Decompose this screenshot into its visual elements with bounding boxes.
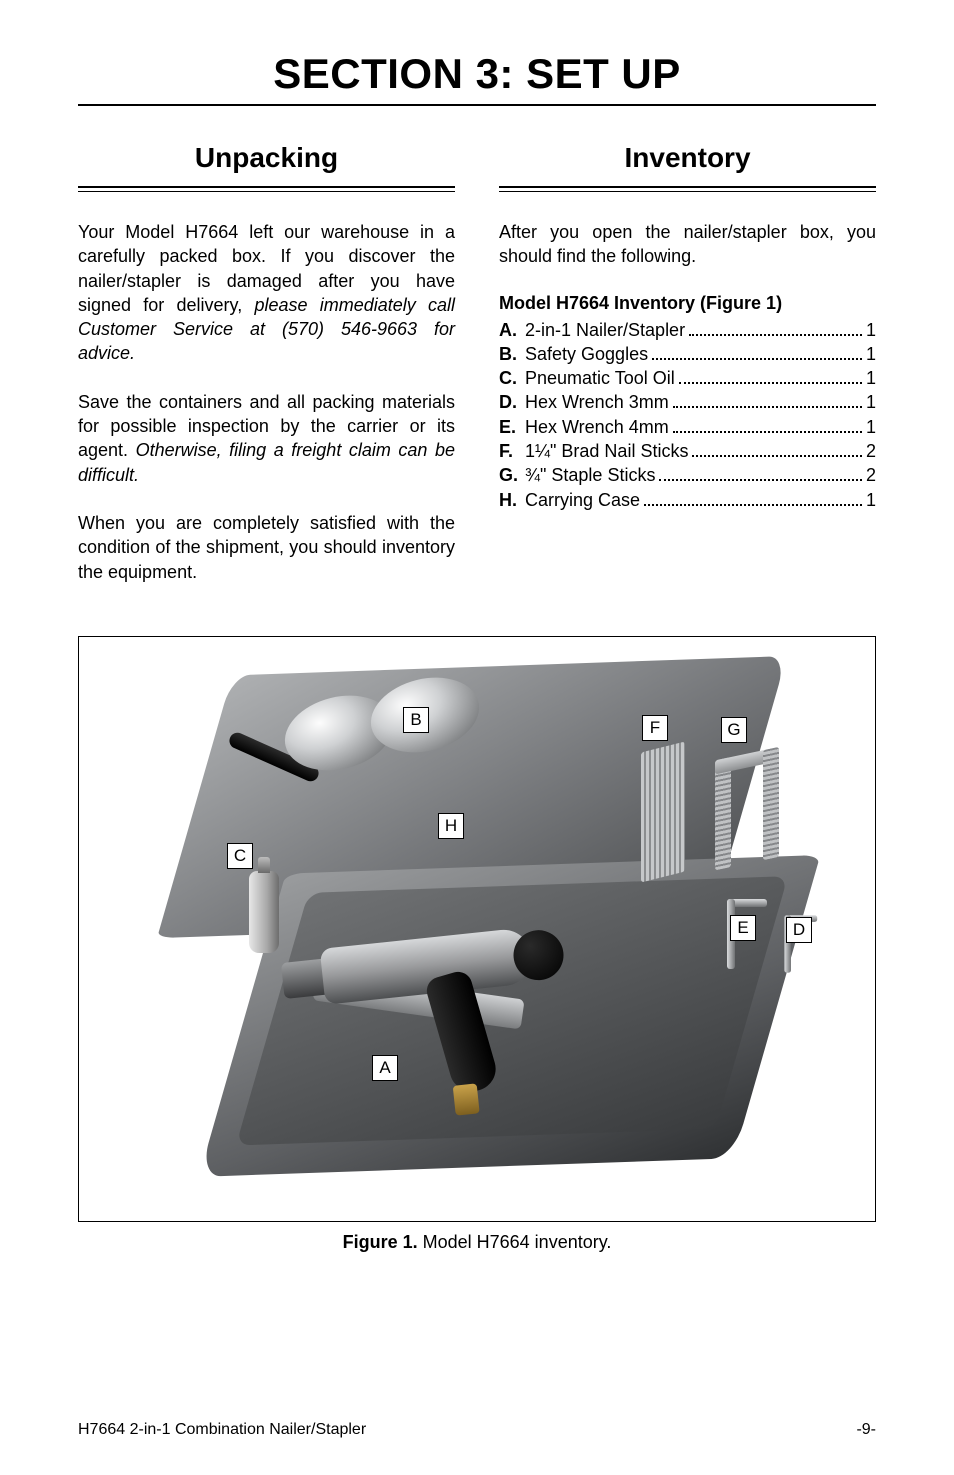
inventory-intro: After you open the nailer/stapler box, y… — [499, 220, 876, 269]
item-letter: C. — [499, 366, 525, 390]
list-item: C. Pneumatic Tool Oil 1 — [499, 366, 876, 390]
list-item: F. 1¼" Brad Nail Sticks 2 — [499, 439, 876, 463]
item-label: 1¼" Brad Nail Sticks — [525, 439, 688, 463]
item-label: Pneumatic Tool Oil — [525, 366, 675, 390]
item-letter: A. — [499, 318, 525, 342]
column-left: Unpacking Your Model H7664 left our ware… — [78, 142, 455, 608]
item-label: 2-in-1 Nailer/Stapler — [525, 318, 685, 342]
footer-left: H7664 2-in-1 Combination Nailer/Stapler — [78, 1421, 366, 1439]
item-qty: 2 — [866, 463, 876, 487]
callout-f: F — [642, 715, 668, 741]
list-item: G. ¾" Staple Sticks 2 — [499, 463, 876, 487]
item-letter: D. — [499, 390, 525, 414]
unpacking-para-1: Your Model H7664 left our warehouse in a… — [78, 220, 455, 366]
item-qty: 1 — [866, 342, 876, 366]
inventory-list: A. 2-in-1 Nailer/Stapler 1 B. Safety Gog… — [499, 318, 876, 512]
item-label: ¾" Staple Sticks — [525, 463, 655, 487]
list-item: B. Safety Goggles 1 — [499, 342, 876, 366]
figure-1-box: B F G H C E D A — [78, 636, 876, 1222]
item-letter: E. — [499, 415, 525, 439]
callout-h: H — [438, 813, 464, 839]
item-letter: H. — [499, 488, 525, 512]
list-item: H. Carrying Case 1 — [499, 488, 876, 512]
item-letter: B. — [499, 342, 525, 366]
unpacking-heading-rules — [78, 186, 455, 192]
item-qty: 2 — [866, 439, 876, 463]
callout-d: D — [786, 917, 812, 943]
oil-bottle-illustration — [249, 871, 279, 953]
list-item: A. 2-in-1 Nailer/Stapler 1 — [499, 318, 876, 342]
rule-thick — [78, 186, 455, 188]
unpacking-para-2: Save the containers and all packing mate… — [78, 390, 455, 487]
brad-nails-illustration — [641, 741, 685, 882]
rule-thin — [499, 191, 876, 192]
page-title: SECTION 3: SET UP — [78, 50, 876, 98]
leader-dots — [679, 382, 862, 384]
item-qty: 1 — [866, 488, 876, 512]
inventory-heading: Inventory — [499, 142, 876, 174]
callout-c: C — [227, 843, 253, 869]
unpacking-para-3: When you are completely satisfied with t… — [78, 511, 455, 584]
two-column-layout: Unpacking Your Model H7664 left our ware… — [78, 142, 876, 608]
leader-dots — [673, 431, 862, 433]
item-qty: 1 — [866, 415, 876, 439]
nailer-illustration — [280, 922, 598, 1142]
leader-dots — [689, 334, 862, 336]
item-label: Hex Wrench 3mm — [525, 390, 669, 414]
rule-thin — [78, 191, 455, 192]
item-label: Hex Wrench 4mm — [525, 415, 669, 439]
staple-sticks-illustration — [715, 745, 785, 870]
item-label: Carrying Case — [525, 488, 640, 512]
caption-bold: Figure 1. — [343, 1232, 418, 1252]
figure-caption: Figure 1. Model H7664 inventory. — [78, 1232, 876, 1253]
list-item: E. Hex Wrench 4mm 1 — [499, 415, 876, 439]
inventory-list-title: Model H7664 Inventory (Figure 1) — [499, 293, 876, 314]
callout-b: B — [403, 707, 429, 733]
callout-g: G — [721, 717, 747, 743]
safety-goggles-illustration — [284, 679, 484, 789]
leader-dots — [652, 358, 862, 360]
item-letter: G. — [499, 463, 525, 487]
item-qty: 1 — [866, 366, 876, 390]
item-letter: F. — [499, 439, 525, 463]
unpacking-heading: Unpacking — [78, 142, 455, 174]
item-qty: 1 — [866, 390, 876, 414]
nailer-air-fitting — [453, 1083, 480, 1115]
footer-page-number: -9- — [856, 1421, 876, 1439]
item-qty: 1 — [866, 318, 876, 342]
column-right: Inventory After you open the nailer/stap… — [499, 142, 876, 608]
page-footer: H7664 2-in-1 Combination Nailer/Stapler … — [78, 1421, 876, 1439]
nailer-grip — [424, 968, 501, 1096]
rule-thick — [499, 186, 876, 188]
leader-dots — [673, 406, 862, 408]
callout-e: E — [730, 915, 756, 941]
title-rule — [78, 104, 876, 106]
inventory-heading-rules — [499, 186, 876, 192]
leader-dots — [692, 455, 862, 457]
callout-a: A — [372, 1055, 398, 1081]
list-item: D. Hex Wrench 3mm 1 — [499, 390, 876, 414]
leader-dots — [659, 479, 862, 481]
item-label: Safety Goggles — [525, 342, 648, 366]
leader-dots — [644, 504, 862, 506]
caption-text: Model H7664 inventory. — [418, 1232, 612, 1252]
